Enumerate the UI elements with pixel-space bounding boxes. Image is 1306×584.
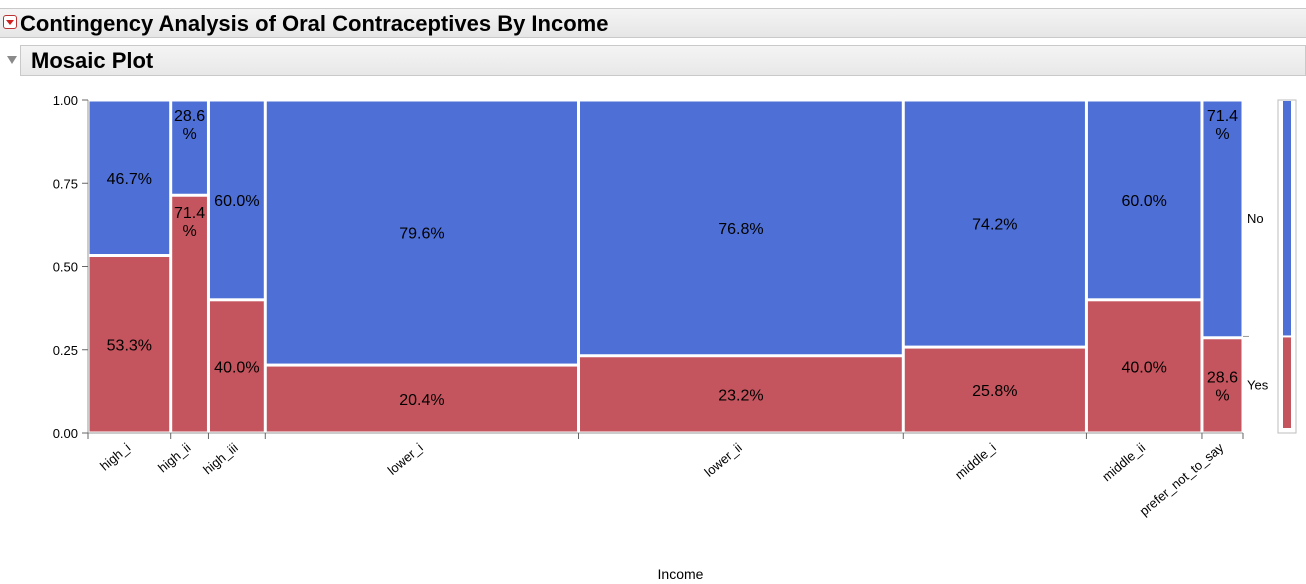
x-tick-label: high_ii (155, 440, 194, 476)
mosaic-cell-no[interactable] (579, 101, 902, 355)
mosaic-cell-yes[interactable] (209, 301, 264, 432)
mosaic-label-no: 28.6% (174, 108, 205, 143)
x-tick-label: high_i (97, 440, 133, 474)
x-tick-label: high_iii (200, 440, 241, 478)
mosaic-cell-no[interactable] (209, 101, 264, 299)
x-tick-label: lower_i (385, 440, 426, 478)
mosaic-cell-yes[interactable] (89, 257, 170, 432)
mosaic-cell-yes[interactable] (904, 348, 1085, 432)
mosaic-cell-yes[interactable] (266, 366, 577, 432)
mosaic-cell-yes[interactable] (1087, 301, 1201, 432)
section-title: Mosaic Plot (31, 48, 154, 73)
mosaic-cell-no[interactable] (266, 101, 577, 364)
x-tick-label: middle_ii (1099, 440, 1148, 485)
marginal-bar-no[interactable] (1283, 101, 1291, 336)
x-tick-label: prefer_not_to_say (1136, 439, 1226, 518)
mosaic-label-no: 76.8% (718, 221, 763, 238)
mosaic-label-no: 79.6% (399, 226, 444, 243)
report-title: Contingency Analysis of Oral Contracepti… (20, 11, 609, 36)
mosaic-label-yes: 23.2% (718, 387, 763, 404)
mosaic-label-yes: 25.8% (972, 383, 1017, 400)
mosaic-label-yes: 40.0% (1122, 359, 1167, 376)
mosaic-label-yes: 40.0% (214, 359, 259, 376)
mosaic-label-no: 60.0% (1122, 193, 1167, 210)
mosaic-label-no: 46.7% (107, 171, 152, 188)
level-label-yes: Yes (1247, 378, 1269, 393)
mosaic-cell-yes[interactable] (579, 357, 902, 432)
mosaic-label-no: 71.4% (1207, 108, 1238, 143)
mosaic-cell-no[interactable] (1203, 101, 1242, 337)
mosaic-label-yes: 71.4% (174, 205, 205, 240)
x-tick-label: middle_i (952, 440, 999, 483)
y-tick-label: 0.25 (53, 343, 78, 358)
y-tick-label: 0.50 (53, 260, 78, 275)
marginal-bar-yes[interactable] (1283, 337, 1291, 428)
y-tick-label: 0.00 (53, 426, 78, 441)
y-tick-label: 1.00 (53, 93, 78, 108)
mosaic-cell-no[interactable] (904, 101, 1085, 346)
mosaic-section-header: Mosaic Plot (20, 45, 1306, 76)
mosaic-cell-no[interactable] (172, 101, 207, 194)
mosaic-label-yes: 53.3% (107, 337, 152, 354)
mosaic-cell-yes[interactable] (1203, 339, 1242, 432)
mosaic-cell-yes[interactable] (172, 196, 207, 432)
x-tick-label: lower_ii (701, 440, 744, 480)
mosaic-cell-no[interactable] (89, 101, 170, 255)
mosaic-label-no: 74.2% (972, 217, 1017, 234)
mosaic-label-yes: 20.4% (399, 392, 444, 409)
y-tick-label: 0.75 (53, 176, 78, 191)
mosaic-label-no: 60.0% (214, 193, 259, 210)
collapse-triangle-icon[interactable] (7, 56, 17, 64)
x-axis-title: Income (658, 566, 704, 582)
mosaic-cell-no[interactable] (1087, 101, 1201, 299)
red-triangle-menu-icon[interactable] (3, 15, 17, 29)
level-label-no: No (1247, 211, 1264, 226)
mosaic-label-yes: 28.6% (1207, 369, 1238, 404)
report-header: Contingency Analysis of Oral Contracepti… (0, 8, 1306, 38)
